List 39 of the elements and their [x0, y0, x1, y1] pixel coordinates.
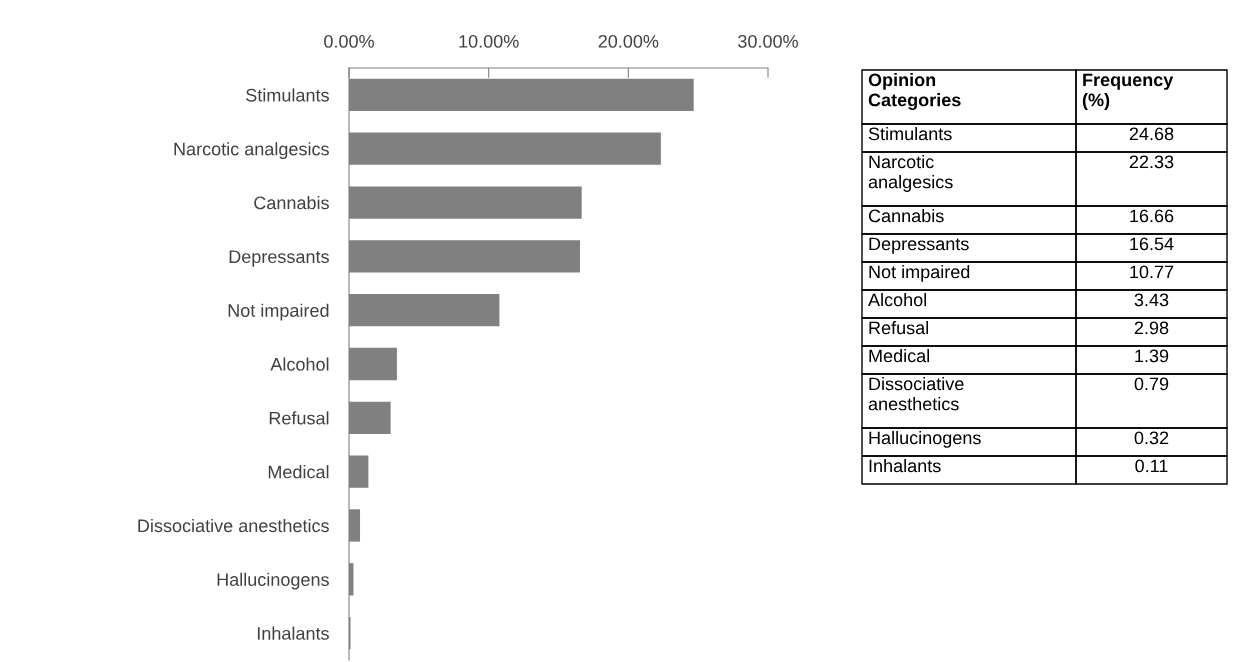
y-tick-label: Medical — [268, 465, 329, 479]
text: 2.98 — [1134, 321, 1169, 335]
text: Refusal — [869, 321, 929, 335]
y-tick-label: Narcotic analgesics — [174, 142, 329, 160]
text: Not impaired — [869, 265, 970, 282]
y-tick-label: Cannabis — [254, 196, 329, 210]
x-tick-label: 30.00% — [738, 34, 798, 48]
y-tick-label: Refusal — [269, 411, 329, 425]
x-tick-label: 20.00% — [598, 34, 659, 48]
text: 0.32 — [1134, 431, 1169, 445]
text: Frequency (%) — [1082, 73, 1174, 110]
text: 1.39 — [1135, 349, 1169, 363]
y-tick-label: Alcohol — [270, 357, 329, 371]
text: 22.33 — [1129, 155, 1174, 169]
text: Hallucinogens — [869, 431, 981, 448]
text: Stimulants — [868, 127, 952, 141]
y-tick-label: Inhalants — [257, 626, 329, 640]
y-tick-label: Hallucinogens — [217, 572, 329, 590]
text: 24.68 — [1129, 127, 1174, 141]
x-tick-label: 10.00% — [459, 34, 519, 48]
text: Opinion Categories — [868, 73, 961, 111]
y-tick-label: Not impaired — [228, 303, 329, 321]
y-tick-label: Dissociative anesthetics — [138, 518, 329, 533]
text: 16.54 — [1130, 237, 1174, 251]
text: 3.43 — [1134, 293, 1169, 307]
y-tick-label: Depressants — [229, 250, 329, 267]
text: 16.66 — [1130, 209, 1174, 223]
text: Medical — [869, 349, 930, 363]
text: Depressants — [869, 237, 969, 254]
text: Dissociative anesthetics — [868, 377, 964, 411]
text: Inhalants — [869, 459, 941, 473]
text: Narcotic analgesics — [868, 155, 953, 192]
x-tick-label: 0.00% — [324, 34, 374, 48]
text: 0.11 — [1135, 459, 1168, 473]
text: 10.77 — [1130, 265, 1174, 279]
text: 0.79 — [1134, 377, 1169, 391]
text: Cannabis — [868, 209, 944, 223]
text: Alcohol — [868, 293, 927, 307]
y-tick-label: Stimulants — [246, 88, 329, 102]
